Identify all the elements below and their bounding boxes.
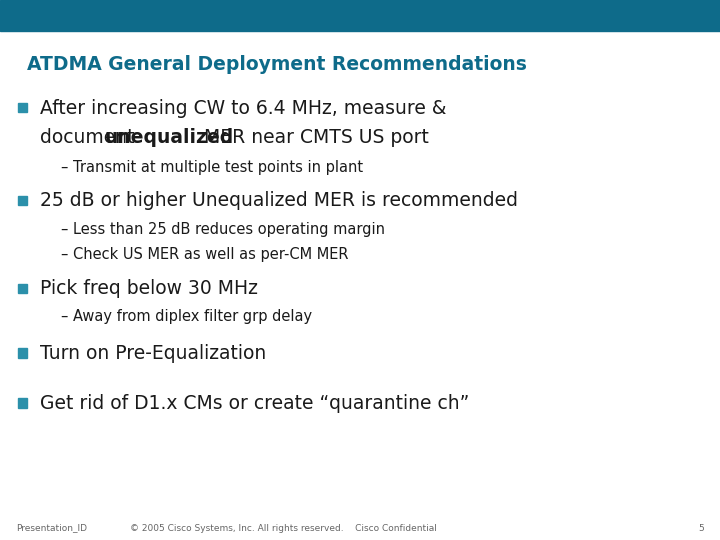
Text: Pick freq below 30 MHz: Pick freq below 30 MHz [40, 279, 258, 299]
Text: MER near CMTS US port: MER near CMTS US port [198, 128, 429, 147]
Text: After increasing CW to 6.4 MHz, measure &: After increasing CW to 6.4 MHz, measure … [40, 98, 446, 118]
Text: ATDMA General Deployment Recommendations: ATDMA General Deployment Recommendations [27, 55, 527, 75]
Text: – Less than 25 dB reduces operating margin: – Less than 25 dB reduces operating marg… [61, 222, 385, 237]
Text: unequalized: unequalized [104, 128, 234, 147]
Bar [18, 284, 27, 293]
Text: Turn on Pre-Equalization: Turn on Pre-Equalization [40, 344, 266, 363]
Bar [0, 0, 720, 31]
Bar [18, 348, 27, 358]
Text: Get rid of D1.x CMs or create “quarantine ch”: Get rid of D1.x CMs or create “quarantin… [40, 394, 469, 413]
Text: 5: 5 [698, 524, 704, 532]
Text: document: document [40, 128, 140, 147]
Text: © 2005 Cisco Systems, Inc. All rights reserved.    Cisco Confidential: © 2005 Cisco Systems, Inc. All rights re… [130, 524, 436, 532]
Text: – Away from diplex filter grp delay: – Away from diplex filter grp delay [61, 309, 312, 325]
Text: 25 dB or higher Unequalized MER is recommended: 25 dB or higher Unequalized MER is recom… [40, 191, 518, 211]
Text: – Check US MER as well as per-CM MER: – Check US MER as well as per-CM MER [61, 247, 348, 262]
Bar [18, 103, 27, 112]
Bar [18, 195, 27, 205]
Text: – Transmit at multiple test points in plant: – Transmit at multiple test points in pl… [61, 160, 364, 175]
Bar [18, 398, 27, 408]
Text: Presentation_ID: Presentation_ID [16, 524, 87, 532]
